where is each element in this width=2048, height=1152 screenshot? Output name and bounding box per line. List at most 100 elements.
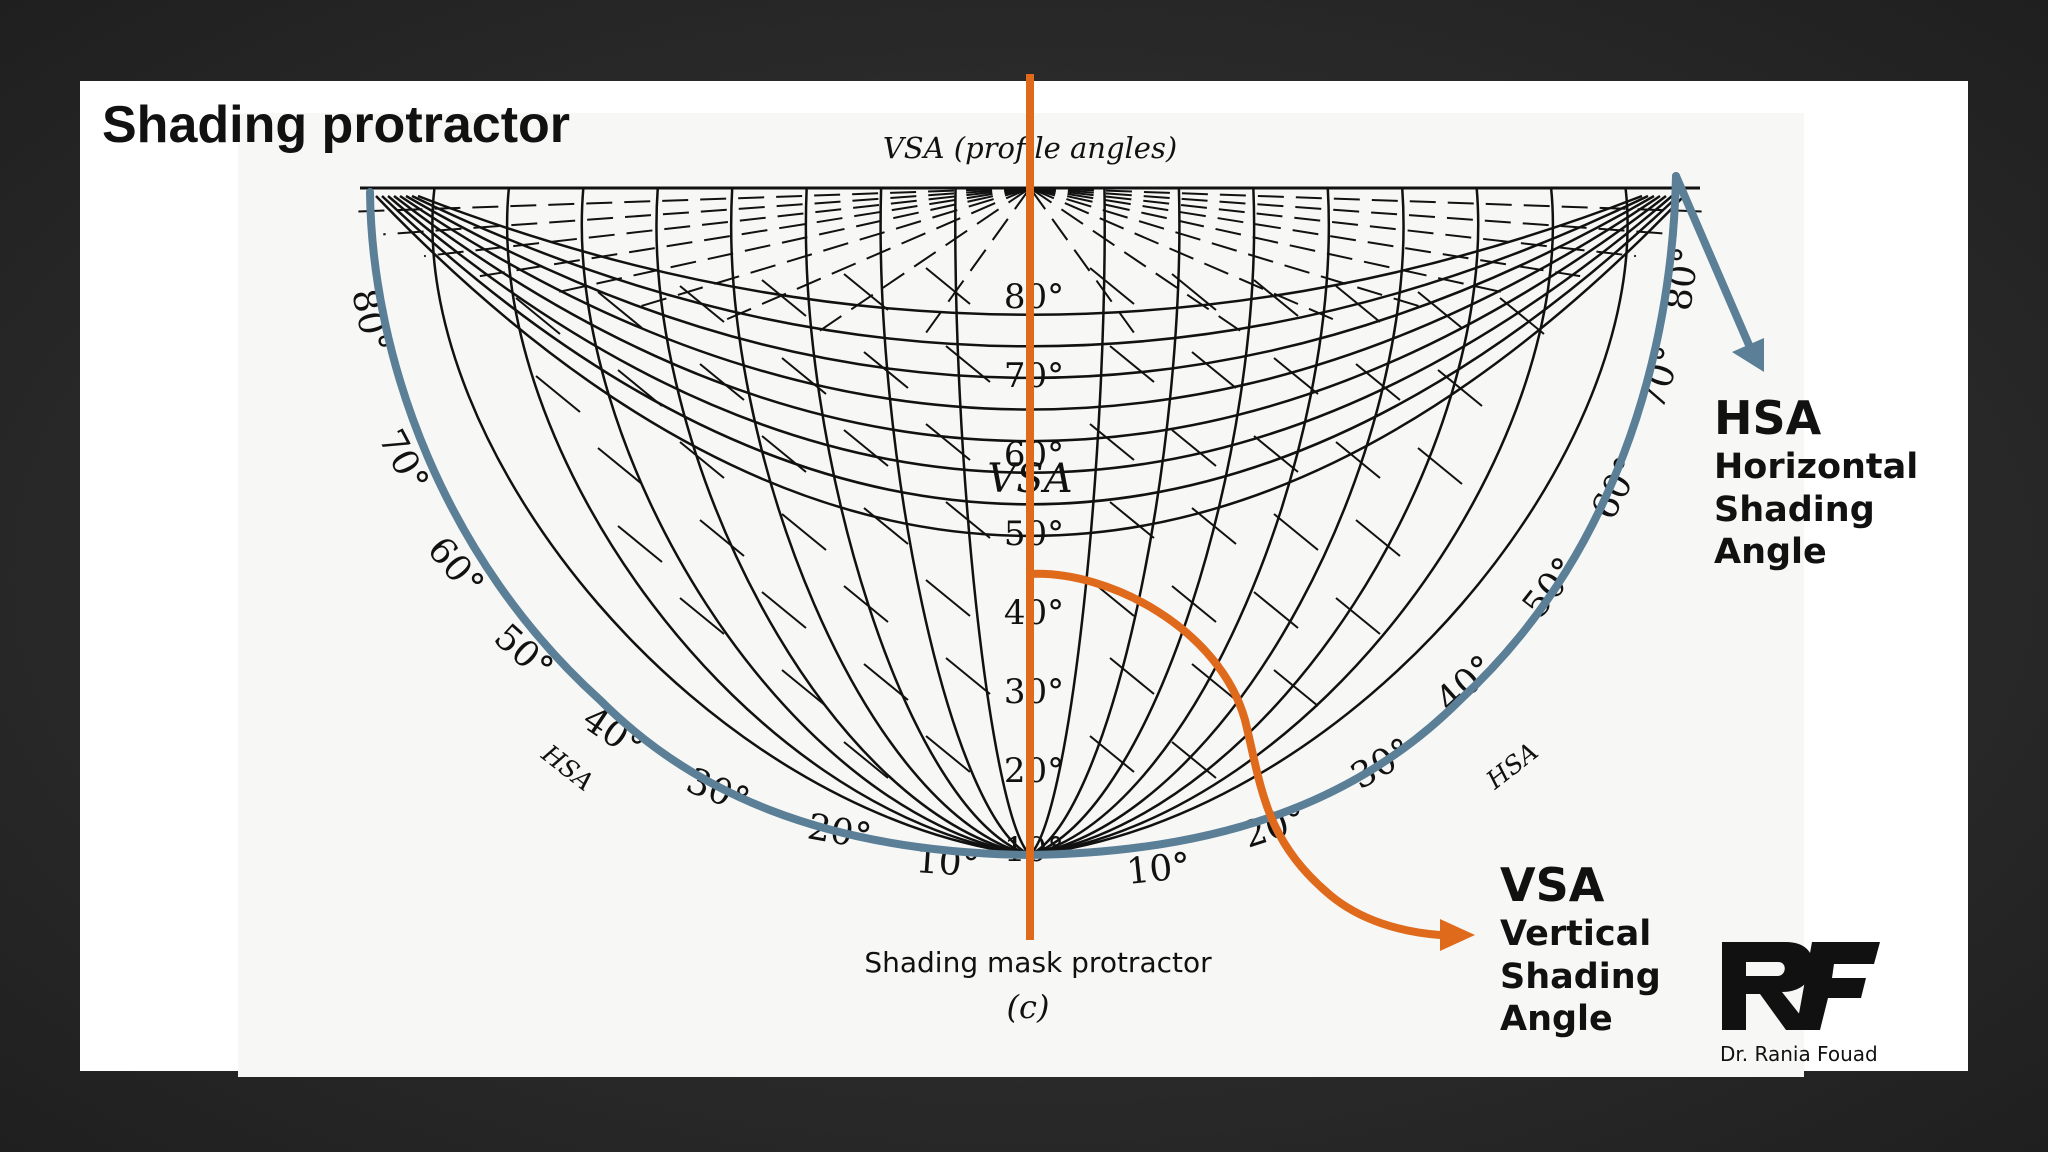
grid-tick-mark: [925, 267, 971, 305]
radial-dashed-line: [922, 187, 1031, 337]
radial-dashed-line: [720, 187, 1031, 323]
radial-dashed-line: [1029, 187, 1138, 337]
grid-tick-mark: [781, 357, 827, 395]
hsa-arrow: [1672, 172, 1756, 356]
grid-tick-mark: [679, 597, 725, 635]
hsa-arrowhead: [1732, 338, 1764, 372]
hsa-meridian-line: [954, 187, 1031, 856]
hsa-meridian-line: [1029, 187, 1405, 857]
grid-tick-mark: [1335, 441, 1381, 479]
radial-dashed-line: [1029, 187, 1340, 323]
grid-tick-mark: [679, 441, 725, 479]
grid-tick-mark: [597, 291, 643, 329]
grid-tick-mark: [535, 375, 581, 413]
grid-tick-mark: [945, 345, 991, 383]
hsa-meridian-line: [879, 187, 1031, 857]
hsa-meridian-line: [580, 187, 1031, 857]
grid-tick-mark: [597, 447, 643, 485]
grid-tick-mark: [1109, 657, 1155, 695]
radial-dashed-line: [1029, 187, 1512, 296]
grid-tick-mark: [843, 429, 889, 467]
radial-dashed-line: [1029, 187, 1241, 332]
radial-dashed-line: [1029, 187, 1430, 311]
grid-tick-mark: [1109, 345, 1155, 383]
grid-tick-mark: [1253, 591, 1299, 629]
hsa-meridian-line: [730, 187, 1031, 857]
grid-tick-mark: [515, 297, 561, 335]
figure-label: (c): [1007, 988, 1050, 1026]
hsa-meridian-line: [804, 187, 1031, 857]
radial-dashed-line: [383, 187, 1031, 236]
hsa-line-3: Angle: [1714, 532, 1827, 573]
hsa-abbreviation: HSA: [1714, 391, 1822, 445]
grid-tick-mark: [761, 435, 807, 473]
grid-tick-mark: [1437, 369, 1483, 407]
grid-tick-mark: [617, 525, 663, 563]
grid-tick-mark: [1171, 585, 1217, 623]
grid-tick-mark: [761, 591, 807, 629]
radial-dashed-line: [424, 187, 1031, 258]
grid-tick-mark: [781, 669, 827, 707]
grid-tick-mark: [925, 579, 971, 617]
vsa-abbreviation: VSA: [1500, 858, 1605, 912]
hsa-meridian-line: [1029, 187, 1554, 857]
grid-tick-mark: [679, 285, 725, 323]
grid-tick-mark: [1417, 291, 1463, 329]
grid-tick-mark: [945, 501, 991, 539]
rf-logo: Dr. Rania Fouad: [1716, 934, 1888, 1066]
grid-tick-mark: [1191, 663, 1237, 701]
logo-text: Dr. Rania Fouad: [1720, 1042, 1878, 1066]
grid-tick-mark: [1273, 513, 1319, 551]
grid-tick-mark: [1273, 669, 1319, 707]
hsa-side-label-left: HSA: [536, 738, 600, 797]
grid-tick-mark: [1171, 429, 1217, 467]
grid-tick-mark: [1253, 435, 1299, 473]
grid-tick-mark: [1191, 351, 1237, 389]
grid-tick-mark: [945, 657, 991, 695]
grid-tick-mark: [1273, 357, 1319, 395]
grid-tick-mark: [617, 369, 663, 407]
hsa-meridian-line: [506, 187, 1031, 857]
grid-tick-mark: [863, 507, 909, 545]
radial-dashed-line: [630, 187, 1031, 311]
hsa-meridian-line: [431, 187, 1031, 857]
grid-tick-mark: [781, 513, 827, 551]
hsa-tick-label-right: 40°: [1429, 648, 1504, 721]
grid-tick-mark: [863, 663, 909, 701]
grid-tick-mark: [925, 423, 971, 461]
grid-tick-mark: [1109, 501, 1155, 539]
rf-logo-icon: [1722, 942, 1880, 1030]
radial-dashed-line: [548, 187, 1031, 296]
hsa-line-2: Shading: [1714, 489, 1875, 530]
grid-tick-mark: [1335, 597, 1381, 635]
grid-tick-mark: [761, 279, 807, 317]
radial-dashed-line: [1029, 187, 1581, 278]
grid-tick-mark: [1171, 273, 1217, 311]
vsa-arrowhead: [1440, 919, 1475, 951]
vsa-line-3: Angle: [1500, 999, 1613, 1040]
grid-tick-mark: [843, 585, 889, 623]
hsa-label: HSA Horizontal Shading Angle: [1714, 390, 1918, 574]
hsa-meridian-line: [1029, 187, 1330, 857]
grid-tick-mark: [925, 735, 971, 773]
hsa-meridian-line: [1029, 187, 1106, 856]
hsa-tick-label-right: 10°: [1125, 846, 1193, 893]
hsa-meridian-line: [1029, 187, 1256, 857]
vsa-line-1: Vertical: [1500, 914, 1652, 955]
grid-tick-mark: [1335, 285, 1381, 323]
grid-tick-mark: [699, 363, 745, 401]
grid-tick-mark: [1355, 519, 1401, 557]
grid-tick-mark: [1253, 279, 1299, 317]
grid-tick-mark: [1499, 297, 1545, 335]
grid-tick-mark: [1191, 507, 1237, 545]
grid-tick-mark: [1089, 735, 1135, 773]
protractor-tick-labels: 80°70°60°50°40°30°20°10°80°70°60°50°40°3…: [343, 244, 1708, 893]
grid-tick-mark: [863, 351, 909, 389]
grid-tick-mark: [699, 519, 745, 557]
radial-dashed-line: [819, 187, 1031, 332]
hsa-line-1: Horizontal: [1714, 447, 1919, 488]
grid-tick-mark: [1355, 363, 1401, 401]
hsa-meridian-line: [1029, 187, 1629, 857]
grid-tick-mark: [843, 273, 889, 311]
